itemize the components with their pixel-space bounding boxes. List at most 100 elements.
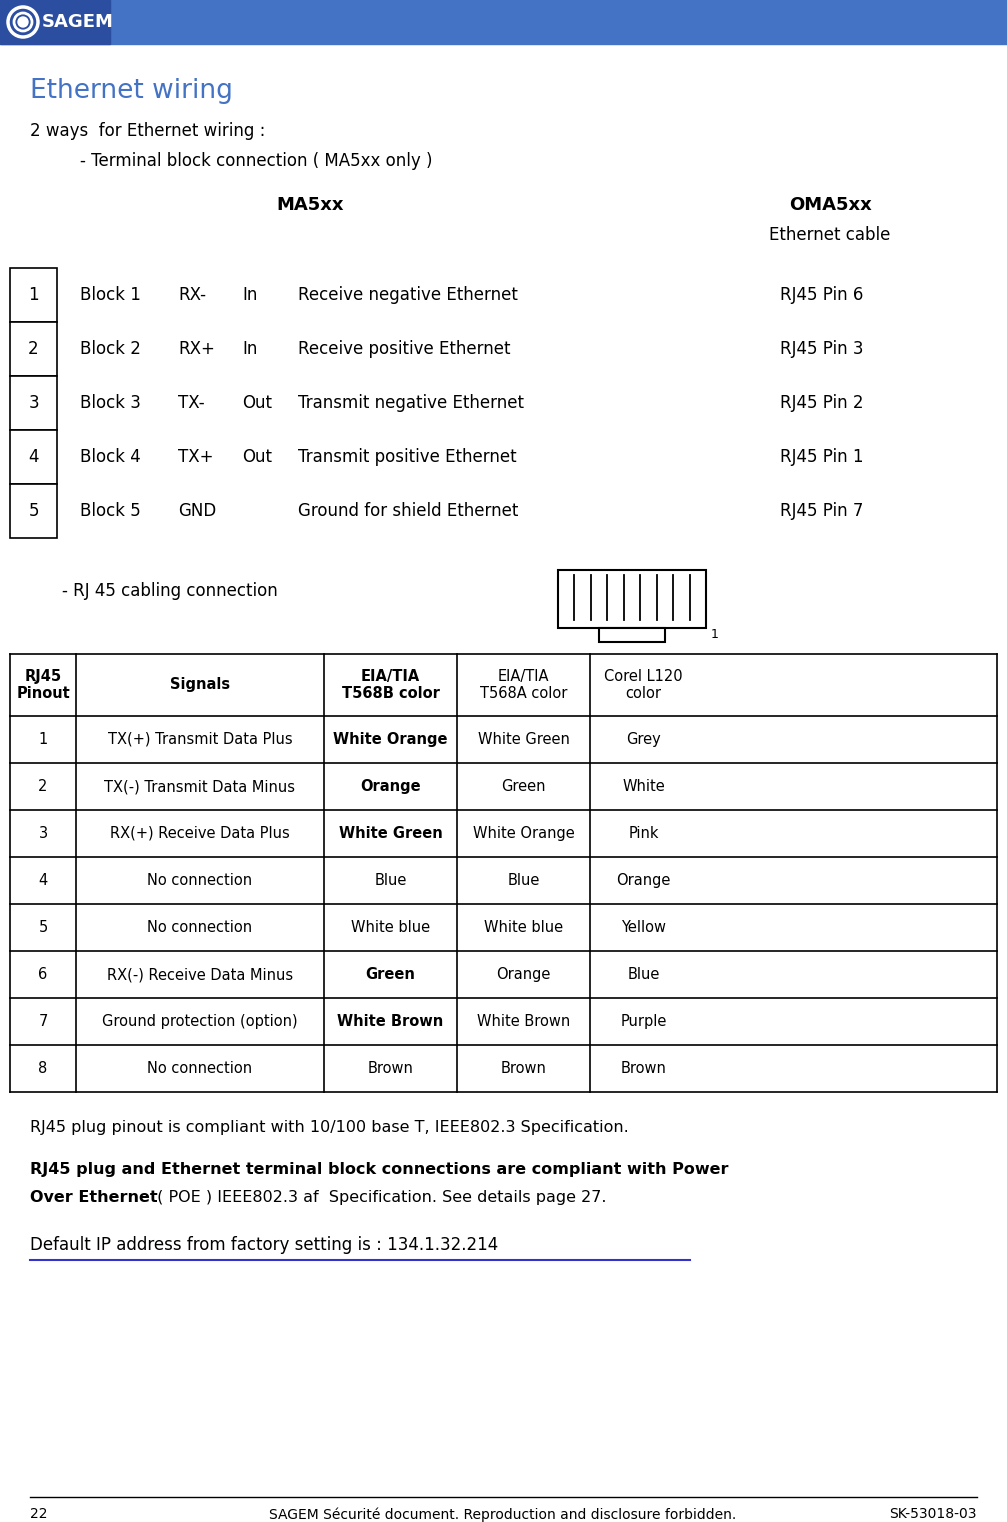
Text: TX+: TX+ <box>178 447 213 466</box>
Text: Green: Green <box>366 966 416 982</box>
Bar <box>0 0 1007 44</box>
Text: 22: 22 <box>30 1507 47 1520</box>
Text: Brown: Brown <box>368 1061 414 1076</box>
Text: Ground protection (option): Ground protection (option) <box>102 1014 298 1029</box>
Text: - RJ 45 cabling connection: - RJ 45 cabling connection <box>62 581 278 600</box>
Text: 2: 2 <box>38 779 47 794</box>
Text: White Brown: White Brown <box>477 1014 570 1029</box>
Text: TX(+) Transmit Data Plus: TX(+) Transmit Data Plus <box>108 732 292 747</box>
Text: Signals: Signals <box>170 677 230 693</box>
Text: Ethernet wiring: Ethernet wiring <box>30 78 233 103</box>
Bar <box>10 323 57 376</box>
Text: RX+: RX+ <box>178 339 214 358</box>
Text: Over Ethernet: Over Ethernet <box>30 1190 158 1205</box>
Text: - Terminal block connection ( MA5xx only ): - Terminal block connection ( MA5xx only… <box>80 152 432 170</box>
Text: White blue: White blue <box>350 919 430 935</box>
Text: Block 2: Block 2 <box>80 339 141 358</box>
Text: RJ45
Pinout: RJ45 Pinout <box>16 668 69 702</box>
Text: Default IP address from factory setting is : 134.1.32.214: Default IP address from factory setting … <box>30 1236 498 1254</box>
Circle shape <box>18 17 28 27</box>
Text: RJ45 plug and Ethernet terminal block connections are compliant with Power: RJ45 plug and Ethernet terminal block co… <box>30 1161 728 1177</box>
Text: 6: 6 <box>38 966 47 982</box>
Text: Brown: Brown <box>620 1061 667 1076</box>
Text: Green: Green <box>501 779 546 794</box>
Text: TX-: TX- <box>178 394 204 412</box>
Text: EIA/TIA
T568B color: EIA/TIA T568B color <box>341 668 439 702</box>
Text: Ground for shield Ethernet: Ground for shield Ethernet <box>298 502 519 521</box>
Text: No connection: No connection <box>147 1061 253 1076</box>
Text: No connection: No connection <box>147 874 253 887</box>
Text: 3: 3 <box>28 394 39 412</box>
Text: 3: 3 <box>38 826 47 842</box>
Text: 1: 1 <box>28 286 39 304</box>
Text: Ethernet cable: Ethernet cable <box>769 225 890 244</box>
Text: 4: 4 <box>28 447 38 466</box>
Text: 8: 8 <box>38 1061 47 1076</box>
Text: Block 3: Block 3 <box>80 394 141 412</box>
Text: Purple: Purple <box>620 1014 667 1029</box>
Text: SK-53018-03: SK-53018-03 <box>889 1507 977 1520</box>
Bar <box>558 571 706 629</box>
Bar <box>599 629 665 642</box>
Text: In: In <box>242 339 258 358</box>
Text: Orange: Orange <box>496 966 551 982</box>
Text: RX(-) Receive Data Minus: RX(-) Receive Data Minus <box>107 966 293 982</box>
Text: 5: 5 <box>38 919 47 935</box>
Text: White: White <box>622 779 665 794</box>
Text: White Brown: White Brown <box>337 1014 444 1029</box>
Text: 7: 7 <box>38 1014 47 1029</box>
Bar <box>10 376 57 431</box>
Text: Block 1: Block 1 <box>80 286 141 304</box>
Text: Blue: Blue <box>375 874 407 887</box>
Text: RJ45 plug pinout is compliant with 10/100 base T, IEEE802.3 Specification.: RJ45 plug pinout is compliant with 10/10… <box>30 1120 628 1135</box>
Text: MA5xx: MA5xx <box>276 196 343 215</box>
Text: Out: Out <box>242 447 272 466</box>
Text: OMA5xx: OMA5xx <box>788 196 871 215</box>
Text: White Orange: White Orange <box>472 826 574 842</box>
Text: White Green: White Green <box>477 732 569 747</box>
Text: Out: Out <box>242 394 272 412</box>
Text: Transmit negative Ethernet: Transmit negative Ethernet <box>298 394 524 412</box>
Text: White blue: White blue <box>484 919 563 935</box>
Text: Receive negative Ethernet: Receive negative Ethernet <box>298 286 518 304</box>
Text: Blue: Blue <box>508 874 540 887</box>
Text: Block 4: Block 4 <box>80 447 141 466</box>
Text: Pink: Pink <box>628 826 659 842</box>
Text: In: In <box>242 286 258 304</box>
Text: Grey: Grey <box>626 732 661 747</box>
Bar <box>10 431 57 484</box>
Text: 5: 5 <box>28 502 38 521</box>
Text: Corel L120
color: Corel L120 color <box>604 668 683 702</box>
Text: Transmit positive Ethernet: Transmit positive Ethernet <box>298 447 517 466</box>
Text: RX-: RX- <box>178 286 206 304</box>
Text: 1: 1 <box>38 732 47 747</box>
Text: RJ45 Pin 3: RJ45 Pin 3 <box>780 339 863 358</box>
Text: Receive positive Ethernet: Receive positive Ethernet <box>298 339 511 358</box>
Text: 2: 2 <box>28 339 39 358</box>
Text: TX(-) Transmit Data Minus: TX(-) Transmit Data Minus <box>105 779 295 794</box>
Text: Yellow: Yellow <box>621 919 666 935</box>
Bar <box>10 268 57 323</box>
Text: ( POE ) IEEE802.3 af  Specification. See details page 27.: ( POE ) IEEE802.3 af Specification. See … <box>152 1190 606 1205</box>
Text: RJ45 Pin 7: RJ45 Pin 7 <box>780 502 863 521</box>
Text: GND: GND <box>178 502 217 521</box>
Text: 4: 4 <box>38 874 47 887</box>
Text: SAGEM Sécurité document. Reproduction and disclosure forbidden.: SAGEM Sécurité document. Reproduction an… <box>270 1507 737 1522</box>
Bar <box>0 0 110 44</box>
Text: Orange: Orange <box>616 874 671 887</box>
Text: White Green: White Green <box>338 826 442 842</box>
Text: Orange: Orange <box>361 779 421 794</box>
Text: No connection: No connection <box>147 919 253 935</box>
Text: RJ45 Pin 6: RJ45 Pin 6 <box>780 286 863 304</box>
Bar <box>10 484 57 537</box>
Text: RX(+) Receive Data Plus: RX(+) Receive Data Plus <box>110 826 290 842</box>
Text: RJ45 Pin 2: RJ45 Pin 2 <box>780 394 863 412</box>
Text: White Orange: White Orange <box>333 732 448 747</box>
Text: Block 5: Block 5 <box>80 502 141 521</box>
Text: EIA/TIA
T568A color: EIA/TIA T568A color <box>479 668 567 702</box>
Text: 1: 1 <box>711 629 719 641</box>
Text: 2 ways  for Ethernet wiring :: 2 ways for Ethernet wiring : <box>30 122 266 140</box>
Text: Blue: Blue <box>627 966 660 982</box>
Text: SAGEM: SAGEM <box>42 14 114 30</box>
Text: Brown: Brown <box>500 1061 547 1076</box>
